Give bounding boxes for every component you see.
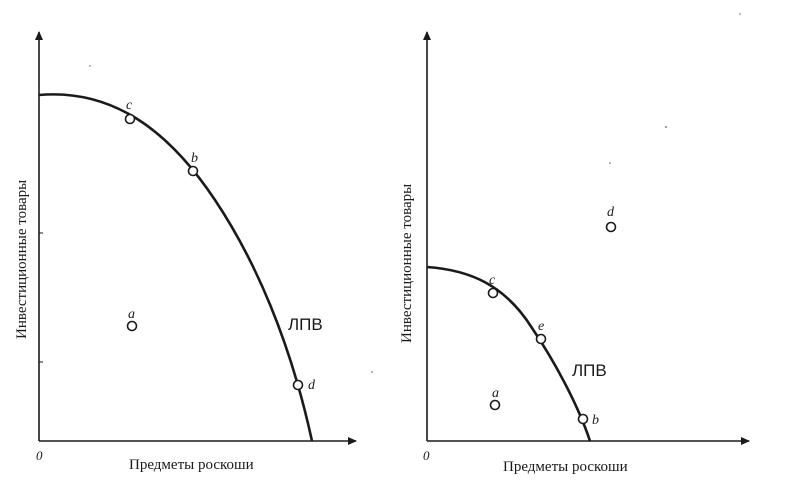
point-e <box>535 333 547 345</box>
curve-label: ЛПВ <box>288 315 323 334</box>
label-c: c <box>489 273 496 288</box>
point-d <box>292 379 304 391</box>
origin-label: 0 <box>36 448 43 463</box>
point-b <box>187 165 199 177</box>
origin-label: 0 <box>423 448 430 463</box>
label-b: b <box>191 151 198 166</box>
panel-left: c b d a ЛПВ 0 Предметы роскоши Инвестици… <box>14 31 357 473</box>
label-e: e <box>538 319 544 334</box>
label-a: a <box>128 307 135 322</box>
ppf-curve <box>38 93 314 442</box>
label-a: a <box>492 386 499 401</box>
y-axis-title: Инвестиционные товары <box>399 184 415 343</box>
ppf-curve <box>426 265 592 442</box>
point-a <box>126 320 138 332</box>
label-d: d <box>607 205 615 220</box>
x-axis-title: Предметы роскоши <box>129 457 254 473</box>
point-a <box>489 399 501 411</box>
label-b: b <box>592 413 599 428</box>
curve-label: ЛПВ <box>572 361 607 380</box>
point-c <box>487 287 499 299</box>
label-d: d <box>308 378 316 393</box>
point-b <box>577 413 589 425</box>
label-c: c <box>126 98 133 113</box>
x-axis-title: Предметы роскоши <box>503 459 628 475</box>
panel-right: c e b a d ЛПВ 0 Предметы роскоши Инвести… <box>399 31 750 475</box>
point-c <box>124 113 136 125</box>
y-axis-title: Инвестиционные товары <box>14 180 30 339</box>
print-specks <box>89 13 741 373</box>
point-d <box>605 221 617 233</box>
